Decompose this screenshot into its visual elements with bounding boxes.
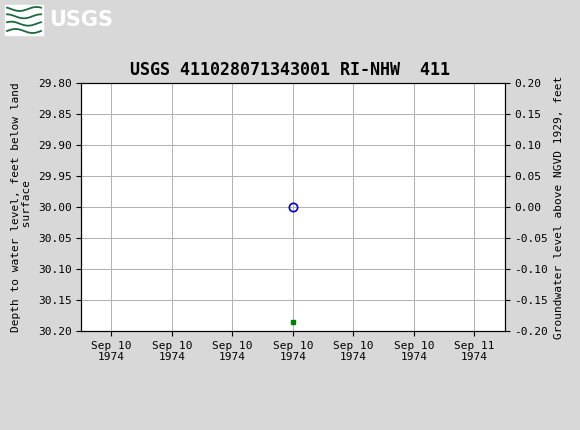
Y-axis label: Depth to water level, feet below land
 surface: Depth to water level, feet below land su… <box>10 82 32 332</box>
FancyBboxPatch shape <box>5 5 43 35</box>
Text: USGS 411028071343001 RI-NHW  411: USGS 411028071343001 RI-NHW 411 <box>130 61 450 79</box>
Y-axis label: Groundwater level above NGVD 1929, feet: Groundwater level above NGVD 1929, feet <box>554 75 564 339</box>
Text: USGS: USGS <box>49 10 113 30</box>
